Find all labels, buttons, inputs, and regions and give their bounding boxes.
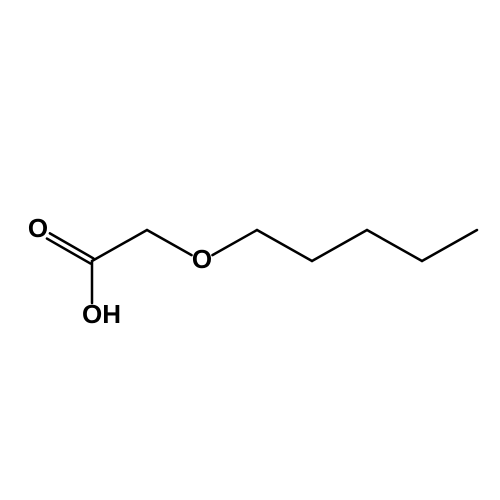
- bond-line: [367, 230, 422, 261]
- bond-line: [147, 230, 192, 255]
- bond-line: [212, 230, 257, 255]
- atom-label: O: [192, 244, 212, 274]
- molecule-diagram: O OH O: [0, 0, 500, 500]
- atom-label: OH: [82, 299, 121, 329]
- bond-line: [50, 233, 94, 258]
- bond-line: [47, 239, 91, 264]
- bond-line: [312, 230, 367, 261]
- atom-label: O: [28, 213, 48, 243]
- bond-line: [422, 230, 477, 261]
- bond-line: [92, 230, 147, 261]
- bond-line: [257, 230, 312, 261]
